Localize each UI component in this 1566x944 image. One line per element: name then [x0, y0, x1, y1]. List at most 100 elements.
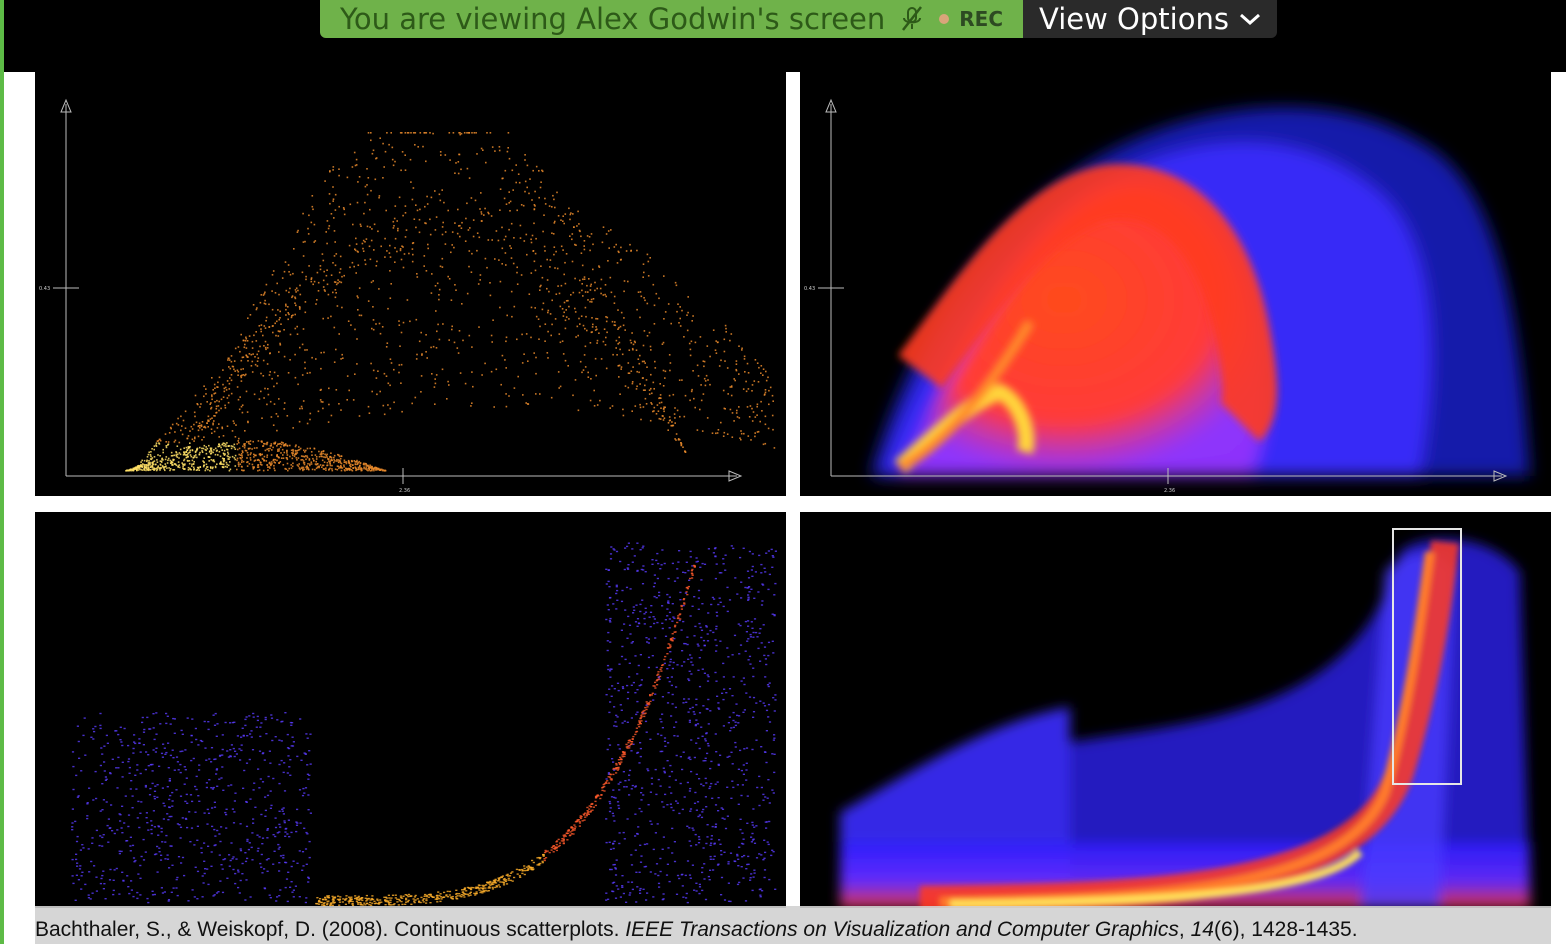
scatter-point [760, 563, 763, 566]
scatter-point [384, 900, 387, 903]
scatter-point [611, 812, 614, 815]
scatter-point [364, 185, 367, 188]
scatter-point [392, 904, 395, 906]
scatter-point [523, 867, 526, 870]
scatter-point [212, 714, 215, 716]
scatter-point [377, 230, 379, 233]
scatter-point [418, 231, 421, 234]
scatter-point [578, 223, 580, 225]
scatter-point [611, 685, 614, 687]
scatter-point [648, 703, 651, 705]
scatter-point [207, 883, 210, 886]
scatter-point [480, 147, 483, 150]
scatter-point [132, 752, 135, 754]
scatter-point [694, 791, 697, 794]
scatter-point [608, 247, 610, 249]
scatter-point [274, 835, 277, 838]
scatter-point [450, 251, 452, 254]
scatter-point [279, 826, 282, 828]
scatter-point [541, 861, 544, 864]
scatter-point [489, 880, 492, 883]
scatter-point [308, 214, 310, 217]
scatter-point [446, 398, 448, 400]
scatter-point [294, 297, 297, 300]
scatter-point [647, 769, 650, 772]
scatter-point [636, 833, 639, 835]
scatter-point [615, 764, 618, 766]
scatter-point [194, 811, 197, 813]
scatter-point [455, 889, 458, 891]
scatter-point [659, 394, 662, 396]
scatter-point [346, 469, 348, 471]
scatter-point [753, 380, 756, 382]
scatter-point [349, 900, 352, 902]
scatter-point [545, 857, 548, 859]
scatter-point [613, 324, 616, 326]
scatter-point [334, 241, 336, 243]
scatter-point [742, 711, 745, 713]
scatter-point [579, 816, 582, 819]
scatter-point [466, 167, 469, 170]
scatter-point [620, 629, 623, 631]
scatter-point [179, 448, 182, 451]
scatter-point [233, 446, 236, 449]
scatter-point [183, 464, 186, 466]
scatter-point [572, 394, 574, 397]
scatter-point [196, 469, 199, 471]
scatter-point [765, 761, 768, 764]
scatter-point [613, 302, 616, 304]
scatter-point [277, 375, 279, 377]
scatter-point [763, 876, 766, 879]
scatter-point [638, 889, 642, 892]
scatter-point [201, 421, 204, 423]
scatter-point [571, 260, 574, 263]
scatter-point [348, 896, 351, 898]
scatter-point [246, 457, 248, 459]
scatter-point [187, 456, 189, 458]
scatter-point [479, 279, 481, 281]
scatter-point [338, 174, 340, 177]
scatter-point [762, 368, 765, 370]
scatter-point [684, 572, 687, 574]
scatter-point [180, 429, 182, 432]
scatter-point [211, 398, 213, 401]
scatter-point [400, 900, 403, 903]
scatter-point [328, 460, 330, 463]
scatter-point [693, 596, 696, 598]
scatter-point [392, 220, 395, 223]
scatter-point [153, 893, 156, 896]
scatter-point [136, 469, 138, 472]
scatter-point [339, 457, 342, 460]
scatter-point [132, 895, 135, 898]
scatter-point [368, 897, 371, 900]
scatter-point [370, 281, 373, 284]
scatter-point [326, 895, 329, 897]
scatter-point [671, 703, 674, 705]
scatter-point [269, 447, 271, 450]
scatter-point [200, 425, 203, 428]
scatter-point [330, 274, 333, 276]
scatter-point [518, 181, 521, 184]
scatter-point [222, 396, 225, 398]
scatter-point [613, 820, 616, 822]
scatter-point [268, 462, 271, 464]
scatter-point [748, 655, 752, 658]
scatter-point [223, 458, 225, 460]
scatter-point [565, 832, 568, 835]
scatter-point [164, 469, 166, 472]
scatter-point [709, 767, 712, 770]
scatter-point [115, 730, 118, 732]
scatter-point [248, 442, 250, 445]
scatter-point [275, 413, 278, 415]
scatter-point [656, 404, 659, 406]
scatter-point [385, 209, 387, 212]
scatter-point [296, 450, 299, 452]
scatter-point [210, 747, 214, 749]
scatter-point [675, 721, 678, 723]
scatter-point [127, 744, 130, 747]
scatter-point [602, 294, 605, 296]
scatter-point [349, 266, 351, 269]
scatter-point [531, 199, 533, 201]
scatter-point [176, 453, 179, 456]
scatter-point [360, 468, 363, 470]
